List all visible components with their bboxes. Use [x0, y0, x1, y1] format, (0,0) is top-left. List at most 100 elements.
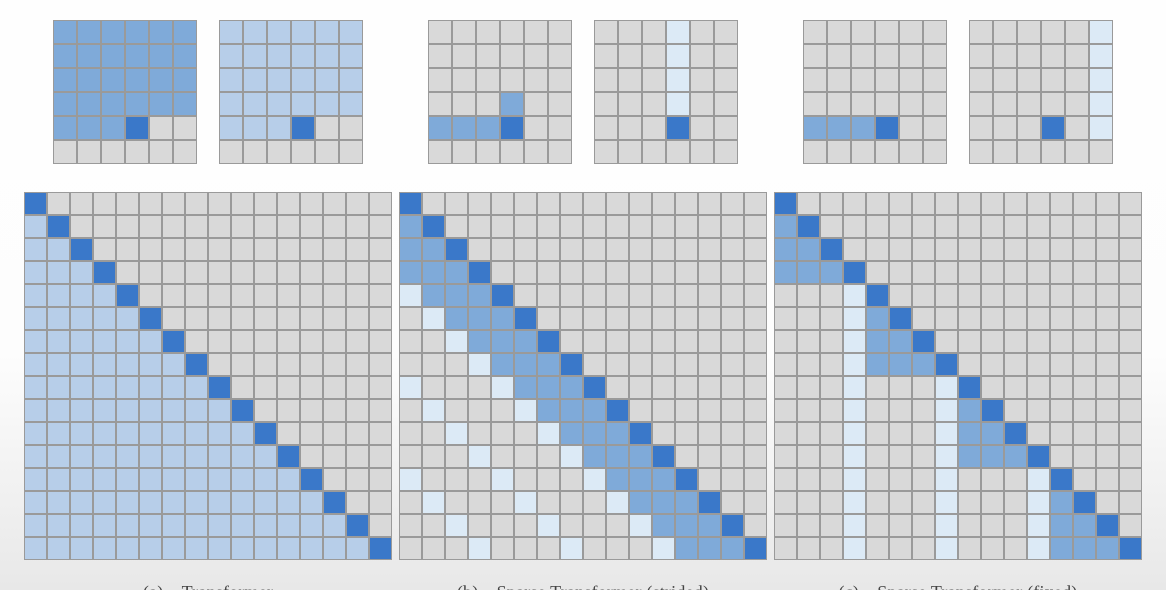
grid-cell: [537, 307, 560, 330]
grid-cell: [981, 537, 1004, 560]
grid-cell: [912, 376, 935, 399]
grid-cell: [889, 422, 912, 445]
grid-cell: [491, 307, 514, 330]
grid-cell: [1073, 238, 1096, 261]
grid-cell: [93, 445, 116, 468]
grid-cell: [981, 261, 1004, 284]
grid-cell: [875, 44, 899, 68]
grid-cell: [698, 514, 721, 537]
grid-cell: [923, 44, 947, 68]
grid-cell: [116, 537, 139, 560]
grid-cell: [399, 537, 422, 560]
grid-cell: [243, 68, 267, 92]
grid-cell: [560, 307, 583, 330]
grid-cell: [162, 215, 185, 238]
grid-cell: [537, 399, 560, 422]
grid-cell: [537, 422, 560, 445]
grid-cell: [452, 116, 476, 140]
grid-cell: [698, 192, 721, 215]
grid-cell: [162, 491, 185, 514]
grid-cell: [1065, 20, 1089, 44]
grid-cell: [690, 140, 714, 164]
grid-cell: [422, 468, 445, 491]
grid-cell: [1089, 68, 1113, 92]
grid-cell: [744, 284, 767, 307]
grid-cell: [139, 284, 162, 307]
grid-cell: [468, 307, 491, 330]
grid-cell: [47, 238, 70, 261]
grid-cell: [422, 537, 445, 560]
grid-cell: [277, 422, 300, 445]
grid-cell: [185, 215, 208, 238]
grid-cell: [1050, 307, 1073, 330]
grid-cell: [24, 514, 47, 537]
grid-cell: [369, 215, 392, 238]
grid-cell: [560, 261, 583, 284]
grid-cell: [24, 192, 47, 215]
grid-cell: [491, 284, 514, 307]
grid-cell: [231, 491, 254, 514]
grid-cell: [339, 92, 363, 116]
grid-cell: [500, 68, 524, 92]
grid-cell: [899, 44, 923, 68]
grid-cell: [24, 238, 47, 261]
grid-cell: [594, 68, 618, 92]
grid-cell: [116, 422, 139, 445]
grid-cell: [231, 422, 254, 445]
grid-cell: [185, 468, 208, 491]
grid-cell: [300, 215, 323, 238]
grid-cell: [875, 68, 899, 92]
grid-cell: [219, 92, 243, 116]
grid-cell: [675, 376, 698, 399]
grid-cell: [267, 68, 291, 92]
grid-cell: [935, 238, 958, 261]
grid-cell: [774, 307, 797, 330]
grid-cell: [774, 261, 797, 284]
grid-cell: [774, 422, 797, 445]
grid-cell: [797, 445, 820, 468]
grid-cell: [514, 192, 537, 215]
grid-cell: [369, 330, 392, 353]
grid-cell: [1096, 491, 1119, 514]
grid-cell: [803, 20, 827, 44]
grid-cell: [476, 140, 500, 164]
grid-cell: [208, 284, 231, 307]
grid-cell: [721, 514, 744, 537]
grid-cell: [1096, 330, 1119, 353]
grid-cell: [346, 514, 369, 537]
grid-cell: [642, 44, 666, 68]
grid-cell: [981, 238, 1004, 261]
grid-cell: [1119, 537, 1142, 560]
grid-cell: [47, 491, 70, 514]
grid-cell: [560, 376, 583, 399]
grid-cell: [537, 445, 560, 468]
grid-cell: [744, 422, 767, 445]
grid-cell: [231, 238, 254, 261]
grid-cell: [491, 468, 514, 491]
grid-cell: [1004, 284, 1027, 307]
grid-cell: [339, 140, 363, 164]
grid-cell: [923, 92, 947, 116]
grid-cell: [300, 537, 323, 560]
grid-cell: [468, 284, 491, 307]
grid-cell: [1041, 92, 1065, 116]
grid-cell: [422, 307, 445, 330]
grid-cell: [583, 376, 606, 399]
grid-cell: [243, 44, 267, 68]
grid-cell: [24, 284, 47, 307]
grid-cell: [912, 422, 935, 445]
grid-cell: [721, 238, 744, 261]
grid-cell: [1017, 116, 1041, 140]
grid-cell: [820, 330, 843, 353]
grid-cell: [24, 261, 47, 284]
grid-cell: [774, 192, 797, 215]
grid-cell: [339, 44, 363, 68]
grid-cell: [125, 140, 149, 164]
grid-cell: [537, 330, 560, 353]
grid-cell: [162, 307, 185, 330]
grid-cell: [24, 307, 47, 330]
grid-cell: [721, 491, 744, 514]
grid-cell: [116, 491, 139, 514]
grid-cell: [889, 192, 912, 215]
grid-cell: [1089, 92, 1113, 116]
